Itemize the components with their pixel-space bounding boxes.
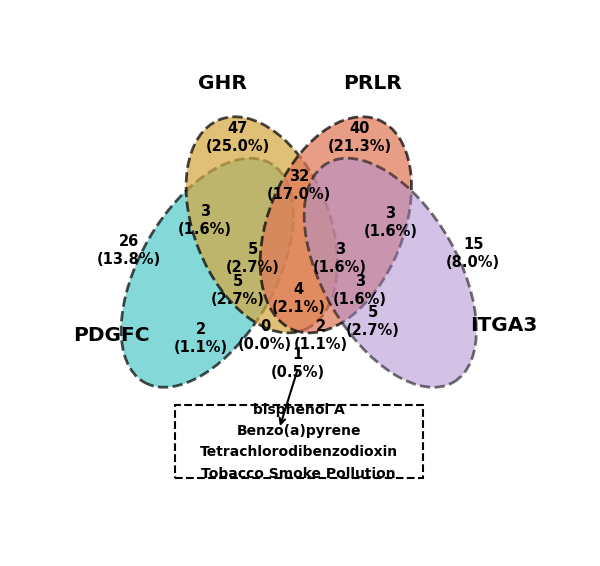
Text: 40
(21.3%): 40 (21.3%): [328, 121, 392, 154]
Text: 4
(2.1%): 4 (2.1%): [272, 281, 326, 315]
Text: ITGA3: ITGA3: [470, 316, 538, 335]
Text: GHR: GHR: [198, 74, 247, 93]
Text: 2
(1.1%): 2 (1.1%): [293, 319, 347, 353]
Text: bisphenol A
Benzo(a)pyrene
Tetrachlorodibenzodioxin
Tobacco Smoke Pollution: bisphenol A Benzo(a)pyrene Tetrachlorodi…: [200, 403, 398, 481]
Text: 5
(2.7%): 5 (2.7%): [346, 305, 400, 338]
FancyBboxPatch shape: [175, 405, 423, 478]
Text: 47
(25.0%): 47 (25.0%): [206, 121, 270, 154]
Ellipse shape: [121, 158, 293, 387]
Text: 3
(1.6%): 3 (1.6%): [313, 242, 367, 275]
Text: 0
(0.0%): 0 (0.0%): [238, 319, 292, 353]
Text: 3
(1.6%): 3 (1.6%): [178, 204, 232, 237]
Ellipse shape: [186, 117, 337, 333]
Text: 3
(1.6%): 3 (1.6%): [333, 274, 387, 307]
Ellipse shape: [304, 158, 476, 387]
Text: PRLR: PRLR: [343, 74, 402, 93]
Text: 26
(13.8%): 26 (13.8%): [97, 234, 161, 268]
Text: 5
(2.7%): 5 (2.7%): [226, 242, 280, 275]
Text: PDGFC: PDGFC: [73, 327, 149, 345]
Text: 15
(8.0%): 15 (8.0%): [446, 237, 500, 269]
Text: 3
(1.6%): 3 (1.6%): [364, 206, 418, 239]
Ellipse shape: [260, 117, 412, 333]
Text: 5
(2.7%): 5 (2.7%): [211, 274, 265, 307]
Text: 2
(1.1%): 2 (1.1%): [173, 321, 228, 355]
Text: 1
(0.5%): 1 (0.5%): [271, 347, 325, 380]
Text: 32
(17.0%): 32 (17.0%): [266, 169, 331, 202]
